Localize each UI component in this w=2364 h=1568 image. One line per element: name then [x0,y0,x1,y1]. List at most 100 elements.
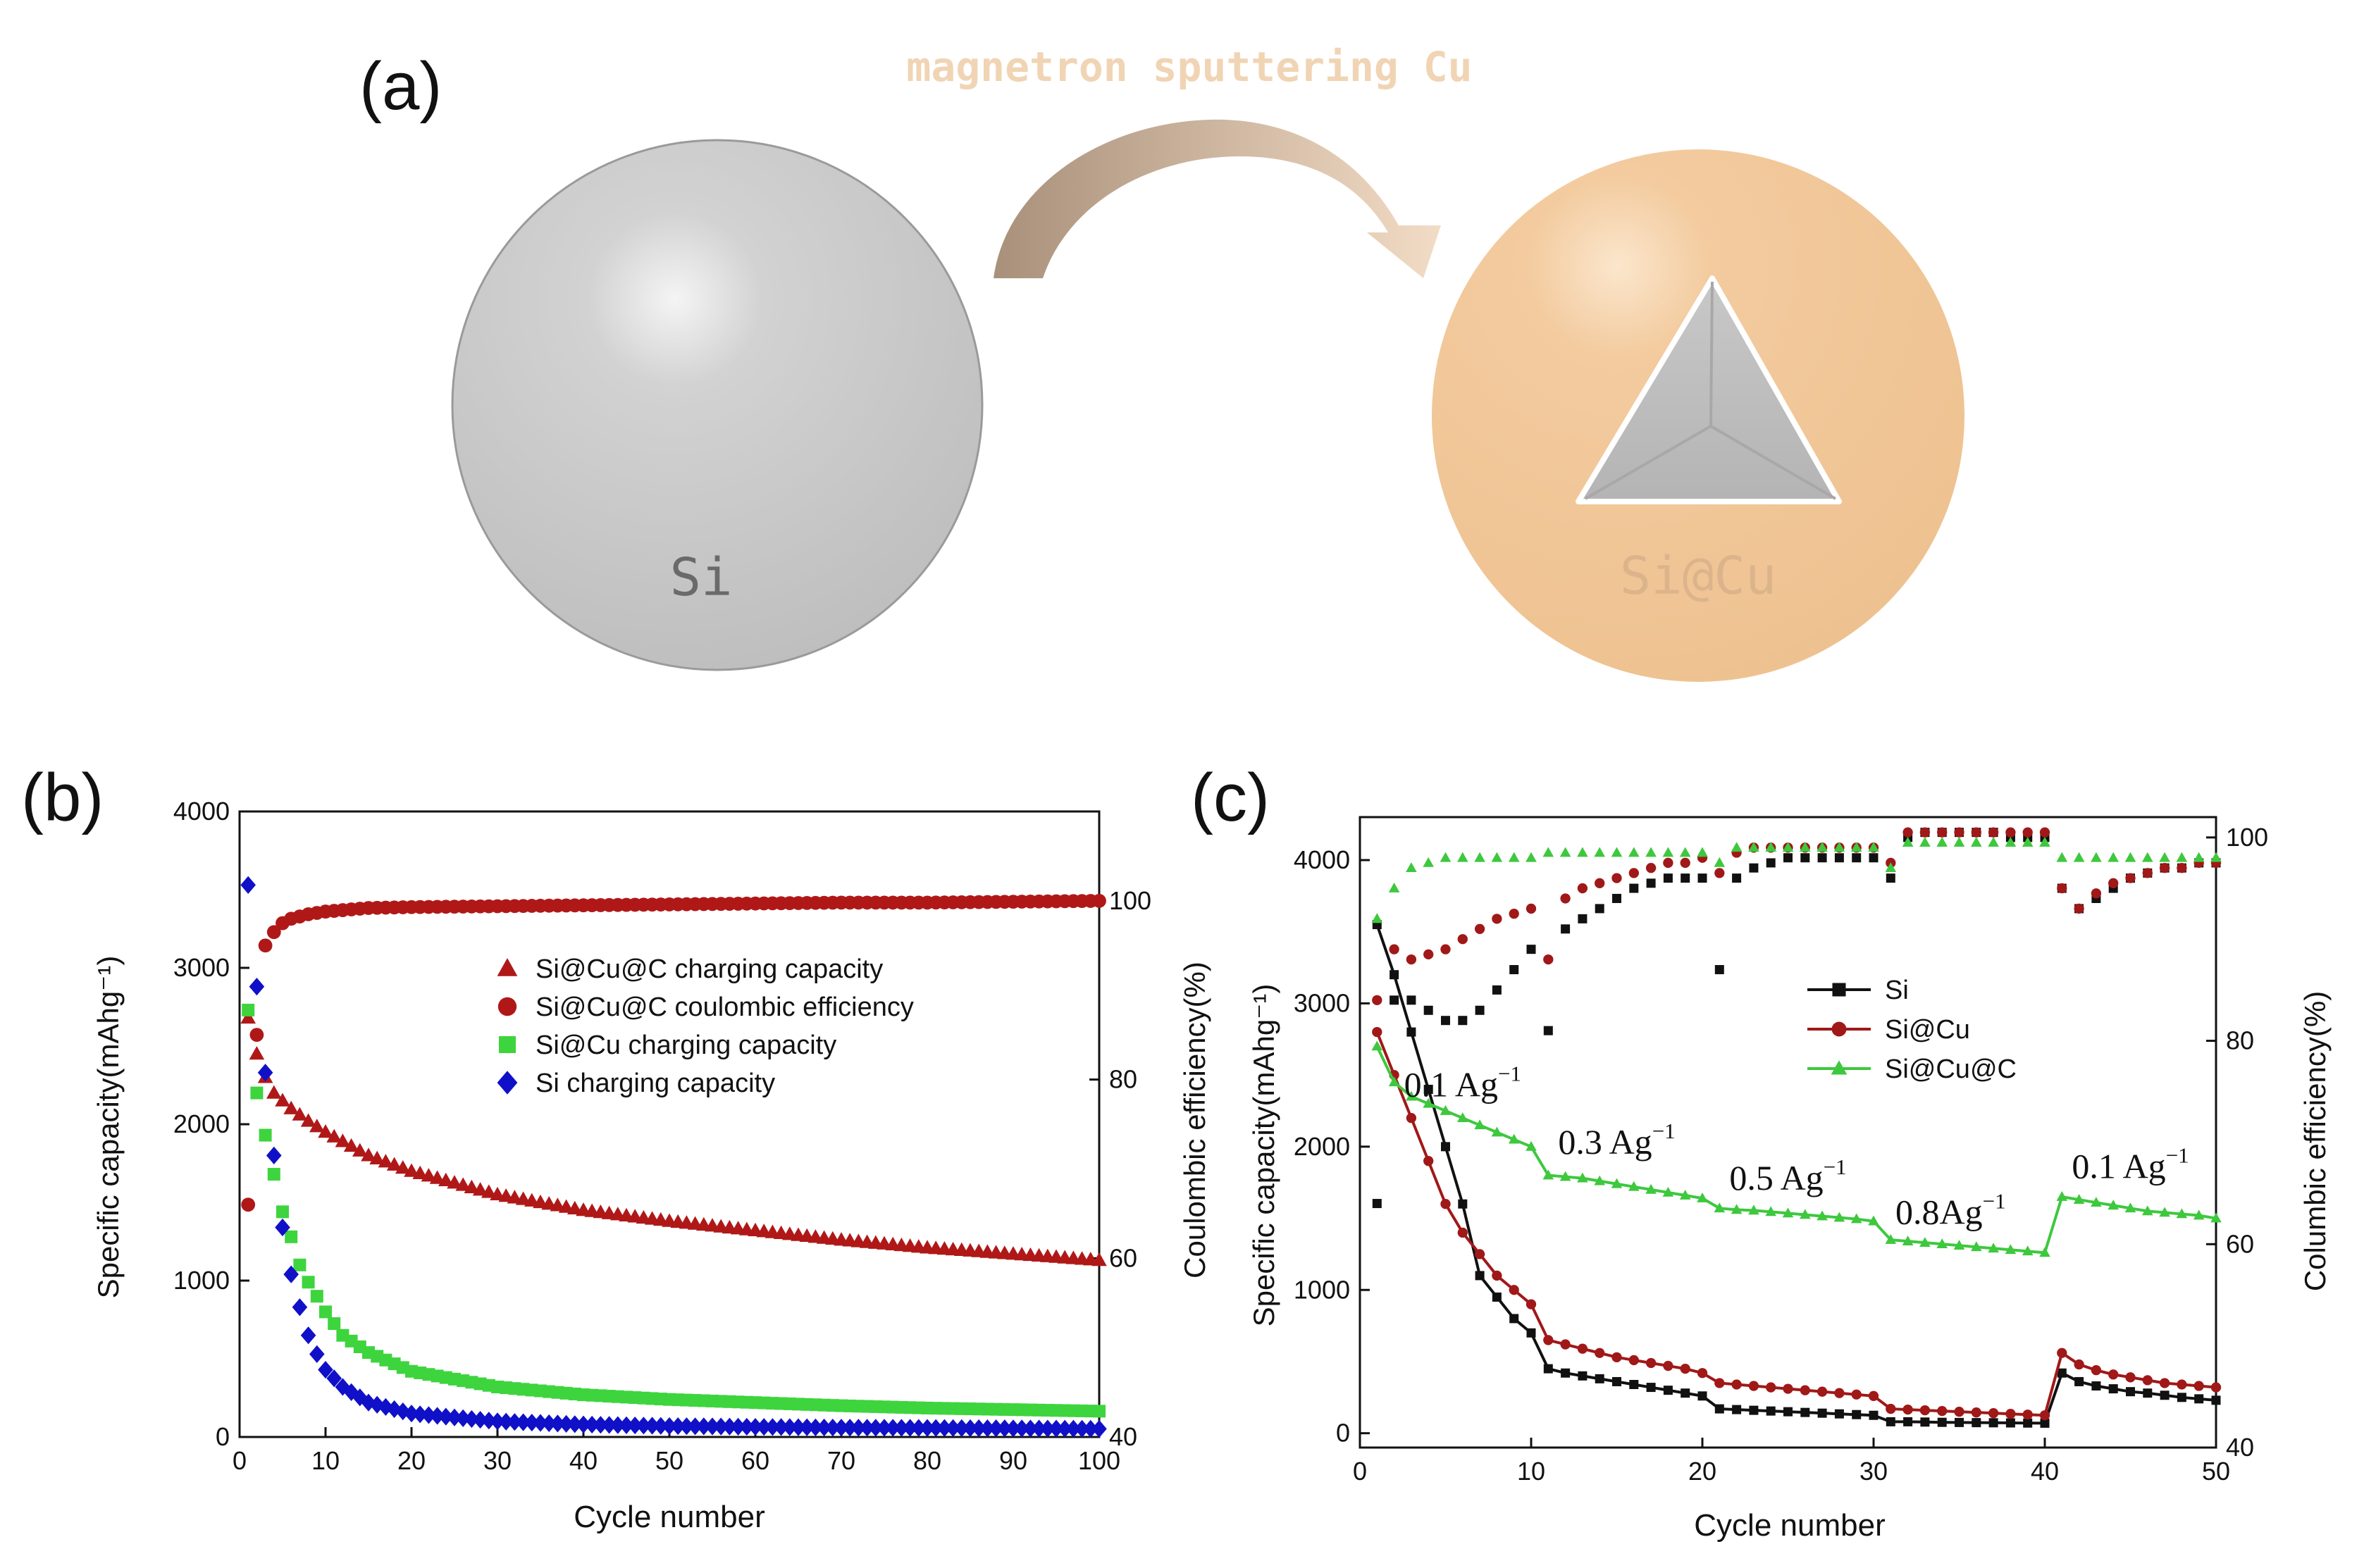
data-point [1663,873,1673,883]
data-point [1091,1419,1107,1438]
y-right-tick-label: 80 [2226,1026,2254,1055]
data-point [1612,893,1621,903]
data-point [1372,1199,1382,1209]
data-point [1423,949,1434,960]
data-point [1971,1241,1982,1252]
data-point [1611,847,1623,857]
data-point [2108,1384,2118,1394]
data-point [2142,852,2153,862]
data-point [1662,847,1674,857]
data-point [481,1184,497,1198]
data-point [936,1419,953,1437]
data-point [1372,995,1382,1005]
data-point [1988,827,1999,838]
data-point [1766,1382,1776,1393]
data-point [601,1416,617,1434]
data-point [2159,1207,2170,1217]
data-point [567,1415,583,1433]
tetrahedron-edges [1584,281,1837,500]
data-point [241,1197,256,1212]
data-point [455,1177,471,1191]
data-point [825,1418,841,1437]
data-point [1526,852,1537,862]
data-point [259,1128,272,1142]
data-point [1988,837,1999,847]
data-point [2125,873,2136,883]
data-point [292,1107,308,1121]
data-point [267,1168,280,1181]
rate-annotation: 0.5 Ag−1 [1729,1155,1846,1197]
y-right-tick-label: 80 [1109,1065,1137,1094]
data-point [1543,954,1554,965]
data-point [2142,1205,2153,1216]
data-point [258,938,273,953]
data-point [713,1417,729,1436]
data-point [1577,883,1588,894]
data-point [310,1290,323,1303]
data-point [1646,1383,1656,1393]
y-left-tick-label: 0 [216,1422,230,1451]
panel-c-label: (c) [1191,760,1270,835]
legend-entry: Si [1885,976,1909,1005]
data-point [1057,1419,1072,1438]
data-point [1697,847,1708,857]
data-point [1491,852,1503,862]
data-point [2159,863,2170,873]
data-point [1919,837,1931,847]
data-point [1971,1407,1981,1418]
data-point [1680,1363,1690,1374]
data-point [1714,868,1725,878]
data-point [610,1416,626,1434]
data-point [1492,914,1502,924]
chart-b-ylabel-left: Specific capacity(mAhg⁻¹) [92,956,125,1299]
data-point [1441,1142,1450,1152]
data-point [1783,853,1793,863]
data-point [2124,1202,2136,1213]
data-point [1954,1406,1964,1417]
legend-entry: Si@Cu@C [1885,1054,2017,1084]
data-point [877,1419,892,1437]
data-point [2108,878,2119,888]
data-point [1526,1140,1537,1151]
data-point [1749,1405,1759,1415]
data-point [1852,853,1862,863]
data-point [997,1419,1013,1438]
data-point [1474,1249,1485,1259]
data-point [722,1417,738,1436]
data-point [1509,908,1519,919]
data-point [2074,1376,2084,1386]
x-tick-label: 50 [655,1446,683,1475]
data-point [1731,1204,1743,1214]
data-point [412,1405,428,1424]
legend-entry: Si@Cu charging capacity [536,1031,836,1060]
data-point [2108,852,2119,862]
data-point [1681,873,1690,883]
data-point [1474,923,1485,934]
data-point [283,1265,299,1283]
data-point [490,1412,505,1431]
data-point [1423,1156,1434,1166]
data-point [1065,1419,1082,1438]
data-point [2126,1387,2135,1397]
data-point [541,1414,557,1433]
data-point [1971,837,1982,847]
data-point [257,1064,273,1082]
data-point [807,1418,824,1436]
data-point [705,1417,720,1436]
data-point [1766,1406,1776,1416]
data-point [644,1417,660,1435]
data-point [1423,1097,1434,1108]
data-point [2193,1381,2204,1391]
data-point [1475,1271,1485,1281]
data-point [249,978,265,996]
data-point [300,1113,316,1127]
data-point [963,1419,978,1438]
data-point [2177,863,2187,873]
data-point [834,1419,849,1437]
x-tick-label: 50 [2202,1457,2230,1486]
data-point [1902,1236,1914,1245]
data-point [2142,1375,2153,1386]
data-point [885,1419,901,1437]
data-point [1475,1005,1485,1015]
si-sphere [451,139,984,671]
